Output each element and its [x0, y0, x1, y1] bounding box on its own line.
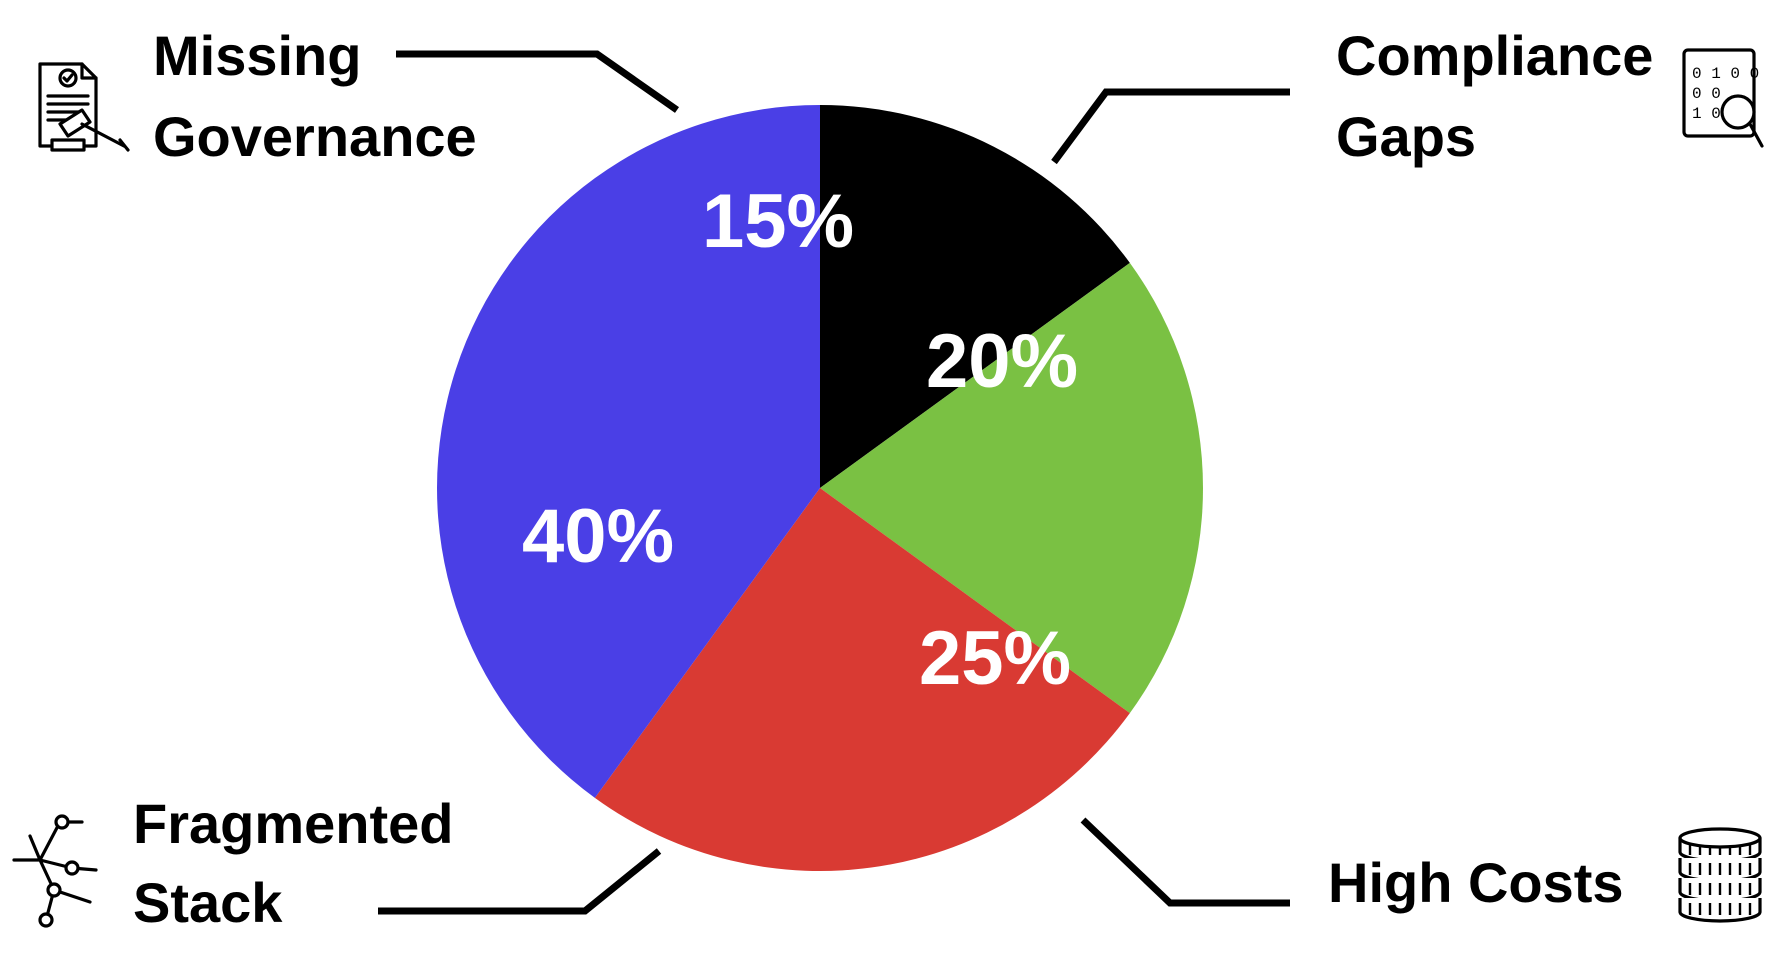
leader-line-fragmented-stack: [378, 848, 662, 915]
binary-glyphs: 0 1 0 0: [1692, 65, 1759, 83]
leader-line-compliance-gaps: [1051, 88, 1290, 165]
leader-line-high-costs: [1080, 817, 1290, 907]
category-label-compliance-gaps: Compliance Gaps: [1336, 24, 1669, 168]
category-label-fragmented-stack: Fragmented Stack: [133, 792, 469, 934]
category-label-line: Compliance: [1336, 24, 1653, 87]
binary-magnifier-icon: 0 1 0 0 0 0 1 0: [1682, 48, 1764, 148]
leader-line-missing-governance: [396, 50, 680, 113]
category-label-missing-governance: Missing Governance: [153, 24, 477, 168]
category-label-line: Missing: [153, 24, 361, 87]
slice-value-label-high-costs: 25%: [919, 616, 1071, 701]
category-label-line: Governance: [153, 105, 477, 168]
coin-stack-icon: [1678, 827, 1762, 923]
pie-slice-missing-governance: [820, 105, 1130, 488]
network-nodes-icon: [12, 814, 98, 928]
category-label-line: Stack: [133, 871, 283, 934]
category-label-high-costs: High Costs: [1328, 851, 1624, 914]
pie-slices: [437, 105, 1203, 871]
category-label-line: Gaps: [1336, 105, 1476, 168]
governance-document-gavel-icon: [38, 62, 130, 152]
binary-glyphs: 0 0: [1692, 85, 1721, 103]
category-label-line: Fragmented: [133, 792, 454, 855]
category-label-line: High Costs: [1328, 851, 1624, 914]
slice-value-label-fragmented-stack: 40%: [522, 494, 674, 579]
coin-top: [1678, 827, 1762, 849]
binary-glyphs: 1 0: [1692, 105, 1721, 123]
slice-value-label-compliance-gaps: 20%: [926, 319, 1078, 404]
pie-slice-high-costs: [594, 488, 1130, 871]
slice-value-label-missing-governance: 15%: [702, 179, 854, 264]
pie-slice-compliance-gaps: [820, 262, 1203, 714]
pie-slice-fragmented-stack: [437, 105, 820, 798]
